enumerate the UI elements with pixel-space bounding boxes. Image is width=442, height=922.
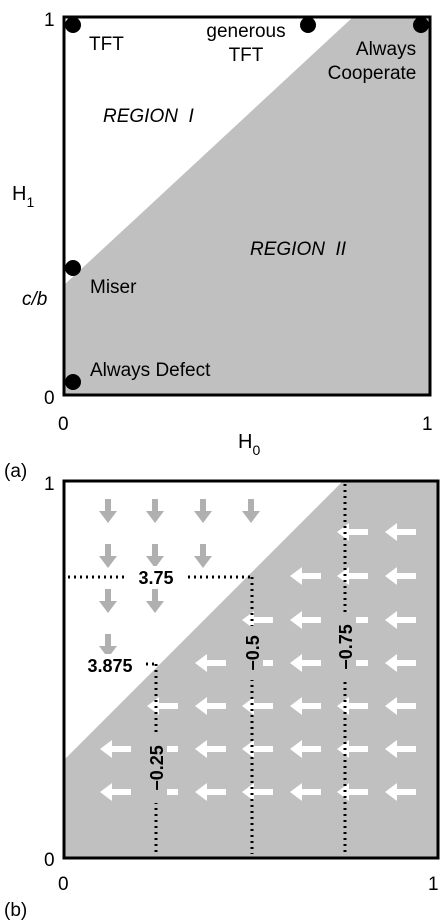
panel-a: 1 0 c/b 0 1 H1 H0 REGION I REGION II TFT… — [4, 10, 433, 482]
panel-a-tag: (a) — [4, 461, 27, 482]
generous-tft-label-line1: generous — [206, 21, 285, 42]
always-defect-label: Always Defect — [90, 360, 211, 381]
panel-b: 3.75 3.875 −0.25 −0.5 −0.75 1 0 0 1 (b) — [4, 474, 440, 921]
y-axis-label: H1 — [12, 183, 34, 210]
arrow-down-icon — [146, 589, 164, 613]
x-tick-min: 0 — [58, 414, 69, 435]
region-ii-shading — [64, 17, 430, 395]
arrow-left-icon — [385, 567, 416, 585]
arrow-left-icon — [385, 654, 416, 672]
x-axis-label: H0 — [238, 431, 260, 458]
contour-3.75-label-bg — [128, 566, 184, 588]
arrow-down-icon — [99, 499, 117, 523]
arrow-down-icon — [194, 544, 212, 568]
arrow-left-icon — [242, 697, 273, 715]
arrow-left-icon — [100, 783, 131, 801]
arrow-left-icon — [290, 697, 321, 715]
arrow-left-icon — [195, 654, 226, 672]
contour-minus-0.25-label-bg — [145, 733, 167, 803]
y-tick-c-over-b: c/b — [22, 289, 47, 310]
x-tick-max: 1 — [422, 414, 433, 435]
contour-3.75-label: 3.75 — [138, 568, 173, 588]
always-cooperate-dot — [413, 17, 429, 33]
arrow-left-icon — [195, 740, 226, 758]
contour-3.875-label-bg — [68, 654, 146, 676]
panel-a-frame — [62, 15, 432, 397]
arrow-left-icon — [385, 611, 416, 629]
region-ii-label: REGION II — [250, 239, 347, 260]
arrow-left-icon — [290, 654, 321, 672]
arrow-down-icon — [194, 499, 212, 523]
arrow-down-icon — [242, 499, 260, 523]
always-defect-dot — [65, 374, 81, 390]
always-cooperate-label-line2: Cooperate — [328, 63, 417, 84]
arrow-down-icon — [99, 544, 117, 568]
arrow-left-icon — [290, 567, 321, 585]
gray-arrows-down — [99, 499, 260, 658]
contour-minus-0.75-label-bg — [334, 612, 356, 682]
contour-minus-0.25-label: −0.25 — [147, 745, 167, 791]
arrow-left-icon — [385, 697, 416, 715]
arrow-left-icon — [290, 783, 321, 801]
arrow-down-icon — [146, 499, 164, 523]
y-tick-min: 0 — [44, 388, 55, 409]
generous-tft-label-line2: TFT — [229, 45, 264, 66]
b-x-tick-max: 1 — [428, 874, 439, 895]
b-y-tick-max: 1 — [44, 474, 55, 495]
y-tick-max: 1 — [44, 10, 55, 31]
always-cooperate-label-line1: Always — [356, 39, 416, 60]
tft-label: TFT — [89, 34, 124, 55]
b-y-tick-min: 0 — [44, 850, 55, 871]
arrow-left-icon — [290, 611, 321, 629]
arrow-down-icon — [146, 544, 164, 568]
generous-tft-dot — [300, 17, 316, 33]
arrow-left-icon — [195, 697, 226, 715]
contour-minus-0.75-label: −0.75 — [336, 624, 356, 670]
arrow-left-icon — [385, 740, 416, 758]
arrow-left-icon — [385, 783, 416, 801]
arrow-down-icon — [99, 589, 117, 613]
contour-3.875-label: 3.875 — [87, 656, 132, 676]
arrow-left-icon — [290, 740, 321, 758]
miser-label: Miser — [90, 277, 137, 298]
panel-b-tag: (b) — [4, 900, 27, 921]
arrow-left-icon — [337, 740, 368, 758]
panel-b-frame — [62, 479, 440, 860]
arrow-left-icon — [195, 783, 226, 801]
arrow-left-icon — [242, 783, 273, 801]
contour-minus-0.5-label-bg — [241, 626, 263, 680]
arrow-down-icon — [99, 634, 117, 658]
miser-dot — [65, 260, 81, 276]
arrow-left-icon — [100, 740, 131, 758]
b-x-tick-min: 0 — [58, 874, 69, 895]
arrow-left-icon — [242, 611, 273, 629]
contour-minus-0.5-label: −0.5 — [243, 635, 263, 671]
region-i-label: REGION I — [103, 106, 195, 127]
arrow-left-icon — [242, 740, 273, 758]
tft-dot — [65, 17, 81, 33]
arrow-left-icon — [385, 523, 416, 541]
